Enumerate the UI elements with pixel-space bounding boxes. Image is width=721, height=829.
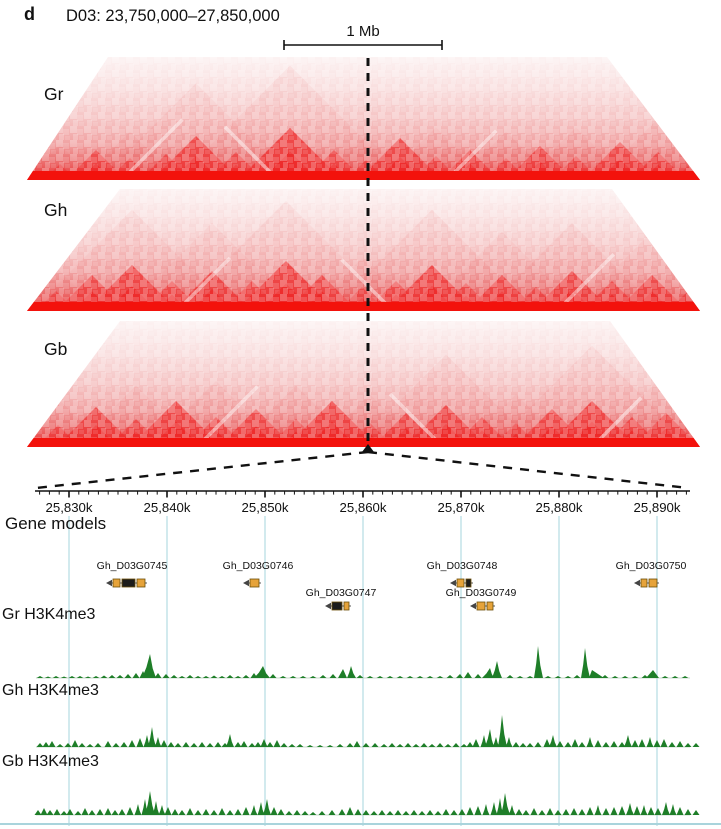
gene-glyph-Gh_D03G0748 <box>450 578 473 588</box>
signal-track-gb-h3k4me3 <box>34 791 700 816</box>
gene-models-track <box>106 578 659 611</box>
scalebar <box>283 40 443 50</box>
ruler-tick-label: 25,860k <box>340 500 387 515</box>
signal-track-gh-h3k4me3 <box>36 715 700 748</box>
ruler-tick-label: 25,870k <box>438 500 485 515</box>
hic-map-gr <box>27 57 700 180</box>
ruler-tick-label: 25,830k <box>46 500 93 515</box>
gene-glyph-Gh_D03G0749 <box>470 601 495 611</box>
zoom-dashed-lines <box>35 58 689 490</box>
gridlines <box>0 516 721 826</box>
gene-glyph-Gh_D03G0747 <box>325 601 351 611</box>
ruler-tick-label: 25,890k <box>634 500 681 515</box>
hic-map-gh <box>27 189 700 311</box>
signal-track-gr-h3k4me3 <box>36 646 690 679</box>
gene-glyph-Gh_D03G0746 <box>243 578 261 588</box>
coordinate-ruler: 25,830k 25,840k 25,850k 25,860k 25,870k 25,88… <box>35 490 690 515</box>
gene-glyph-Gh_D03G0750 <box>634 578 659 588</box>
gene-glyph-Gh_D03G0745 <box>106 578 147 588</box>
ruler-tick-label: 25,850k <box>242 500 289 515</box>
ruler-tick-label: 25,880k <box>536 500 583 515</box>
ruler-tick-label: 25,840k <box>144 500 191 515</box>
hic-map-gb <box>27 321 700 447</box>
